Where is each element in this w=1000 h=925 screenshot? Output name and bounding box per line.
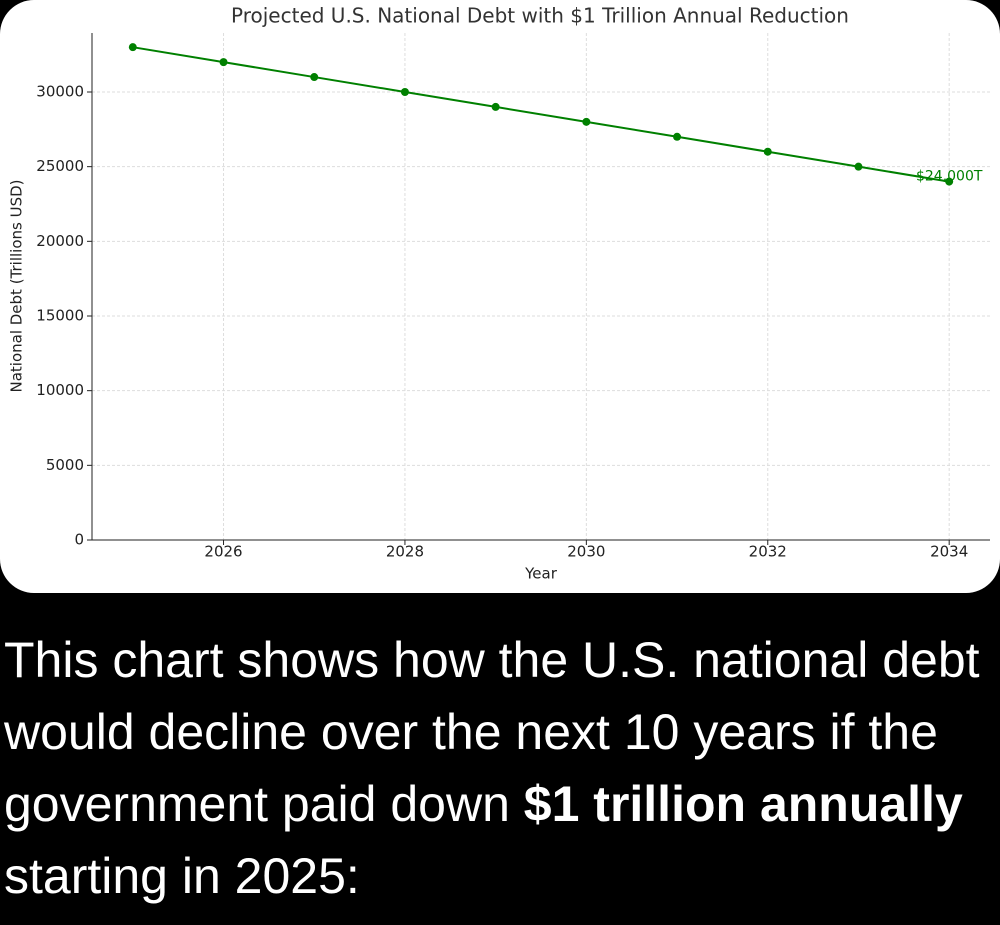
data-point (128, 43, 137, 52)
y-tick-label: 25000 (36, 157, 84, 175)
data-point (945, 177, 954, 186)
x-tick-label: 2034 (930, 543, 968, 561)
x-tick-label: 2026 (204, 543, 242, 561)
y-tick-label: 10000 (36, 381, 84, 399)
y-axis-label: National Debt (Trillions USD) (8, 179, 26, 392)
x-axis-label: Year (524, 565, 558, 583)
data-point (673, 132, 682, 141)
caption-run: This chart shows how the U.S. national d… (4, 632, 980, 832)
y-tick-label: 30000 (36, 82, 84, 100)
caption-run: starting in 2025: (4, 848, 360, 904)
y-tick-label: 15000 (36, 306, 84, 324)
x-tick-label: 2032 (749, 543, 787, 561)
y-tick-label: 20000 (36, 232, 84, 250)
data-line (132, 46, 950, 183)
data-point (763, 147, 772, 156)
y-tick-label: 5000 (46, 456, 84, 474)
caption: This chart shows how the U.S. national d… (4, 624, 994, 912)
data-point (491, 102, 500, 111)
value-label: $24,000T (916, 169, 983, 185)
data-point (219, 58, 228, 67)
data-point (400, 87, 409, 96)
chart-title: Projected U.S. National Debt with $1 Tri… (231, 4, 849, 28)
chart: Projected U.S. National Debt with $1 Tri… (8, 4, 990, 583)
caption-run: $1 trillion annually (523, 776, 963, 832)
data-point (310, 73, 319, 82)
x-tick-label: 2030 (567, 543, 605, 561)
x-tick-label: 2028 (386, 543, 424, 561)
data-point (854, 162, 863, 171)
data-point (582, 117, 591, 126)
chart-card (0, 0, 1000, 593)
y-tick-label: 0 (74, 531, 84, 549)
